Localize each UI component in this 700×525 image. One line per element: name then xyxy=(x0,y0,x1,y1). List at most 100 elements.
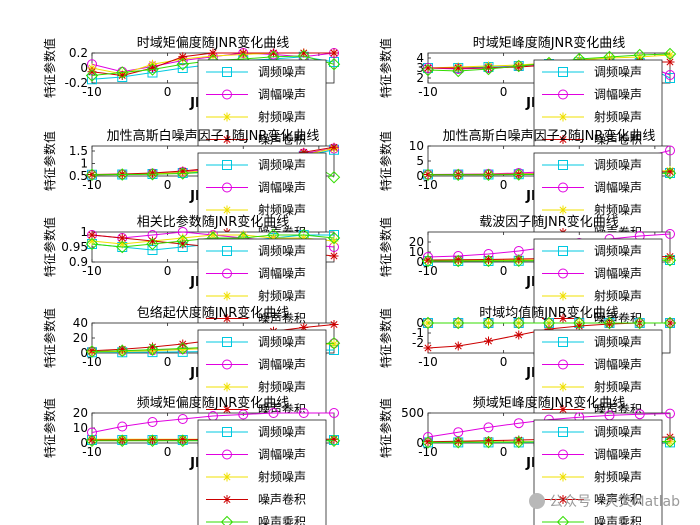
legend-swatch-marker xyxy=(558,472,568,482)
y-axis-label: 特征参数值 xyxy=(378,308,393,368)
y-tick-label: 20 xyxy=(73,331,88,345)
data-point xyxy=(176,167,189,180)
data-point xyxy=(116,344,129,357)
data-point xyxy=(512,168,525,181)
data-point xyxy=(329,408,339,418)
data-point xyxy=(453,436,463,446)
subplot-title: 加性高斯白噪声因子2随JNR变化曲线 xyxy=(443,128,656,144)
data-point xyxy=(453,255,463,265)
data-point xyxy=(116,66,129,79)
legend-swatch-marker xyxy=(222,495,232,504)
data-point xyxy=(484,255,493,264)
x-tick-label: -10 xyxy=(82,445,102,459)
data-point xyxy=(514,62,524,72)
y-axis-label: 特征参数值 xyxy=(378,217,393,277)
data-point xyxy=(87,230,97,240)
x-tick-label: 0 xyxy=(500,85,508,99)
legend-entry: 调幅噪声 xyxy=(594,447,642,462)
y-tick-label: 20 xyxy=(409,235,424,249)
data-point xyxy=(663,435,677,448)
data-point xyxy=(269,48,278,58)
data-point xyxy=(298,408,309,418)
data-point xyxy=(299,323,309,332)
y-tick-label: 40 xyxy=(73,316,88,330)
legend-swatch-marker xyxy=(558,205,568,215)
legend-entry: 调幅噪声 xyxy=(594,357,642,372)
legend-swatch-marker xyxy=(222,246,232,256)
watermark-text: 公众号 · 天天Matlab xyxy=(549,494,680,510)
data-point xyxy=(512,59,525,73)
data-point xyxy=(178,339,188,349)
data-point xyxy=(85,237,99,251)
data-point xyxy=(663,167,677,180)
data-point xyxy=(208,230,218,240)
x-tick-label: 0 xyxy=(500,264,508,278)
y-axis-label: 特征参数值 xyxy=(378,131,393,191)
data-point xyxy=(635,52,645,62)
legend-swatch-marker xyxy=(222,337,232,347)
data-point xyxy=(513,418,524,429)
y-tick-label: 0 xyxy=(80,436,88,450)
data-point xyxy=(514,330,524,340)
legend-swatch-marker xyxy=(222,405,232,414)
subplot-title: 包络起伏度随JNR变化曲线 xyxy=(137,305,290,321)
y-tick-label: 2 xyxy=(416,71,424,85)
legend-entry: 噪声卷积 xyxy=(258,311,306,326)
data-point xyxy=(85,434,99,447)
y-tick-label: 0 xyxy=(416,436,424,450)
data-point xyxy=(665,145,675,156)
legend-swatch-marker xyxy=(222,472,232,482)
data-point xyxy=(327,434,341,447)
legend-entry: 噪声乘积 xyxy=(258,515,306,525)
subplot-title: 时域均值随JNR变化曲线 xyxy=(479,305,619,321)
legend-swatch-marker xyxy=(558,67,568,77)
data-point xyxy=(87,236,97,246)
data-point xyxy=(453,341,463,351)
data-point xyxy=(421,316,435,330)
subplot-title: 频域矩峰度随JNR变化曲线 xyxy=(473,395,626,411)
legend-entry: 射频噪声 xyxy=(594,109,642,124)
legend-swatch-marker xyxy=(558,268,568,279)
y-tick-label: 20 xyxy=(73,406,88,420)
legend-swatch-marker xyxy=(222,268,232,279)
data-point xyxy=(482,316,495,330)
legend-swatch-marker xyxy=(556,515,570,525)
x-tick-label: -10 xyxy=(418,264,438,278)
data-point xyxy=(178,166,188,176)
legend-swatch-marker xyxy=(222,314,232,323)
legend-entry: 射频噪声 xyxy=(594,379,642,394)
data-point xyxy=(329,320,339,329)
legend-swatch-marker xyxy=(558,182,568,193)
data-point xyxy=(148,236,157,246)
y-axis-label: 特征参数值 xyxy=(42,217,57,277)
y-tick-label: 0.2 xyxy=(69,46,88,60)
legend-swatch-marker xyxy=(222,427,232,437)
y-tick-label: 10 xyxy=(409,139,424,153)
legend-entry: 调幅噪声 xyxy=(258,357,306,372)
legend-entry: 调幅噪声 xyxy=(594,266,642,281)
legend-entry: 调幅噪声 xyxy=(258,180,306,195)
legend-swatch-marker xyxy=(558,246,568,256)
legend-entry: 调频噪声 xyxy=(258,425,306,439)
legend-entry: 噪声卷积 xyxy=(258,132,306,147)
data-point xyxy=(117,71,127,80)
legend-box xyxy=(197,419,327,525)
x-tick-label: -10 xyxy=(418,445,438,459)
data-point xyxy=(574,321,584,331)
data-point xyxy=(663,316,677,330)
legend-entry: 调频噪声 xyxy=(594,65,642,79)
legend-entry: 射频噪声 xyxy=(258,202,306,217)
data-point xyxy=(452,316,465,330)
data-point xyxy=(87,67,97,77)
y-axis-label: 特征参数值 xyxy=(378,398,393,458)
y-tick-label: 5 xyxy=(416,154,424,168)
data-point xyxy=(327,337,341,350)
legend-entry: 调幅噪声 xyxy=(258,447,306,462)
x-tick-label: 0 xyxy=(164,264,172,278)
y-tick-label: -1 xyxy=(412,326,424,340)
data-point xyxy=(665,50,675,60)
y-tick-label: 0.9 xyxy=(69,255,88,269)
